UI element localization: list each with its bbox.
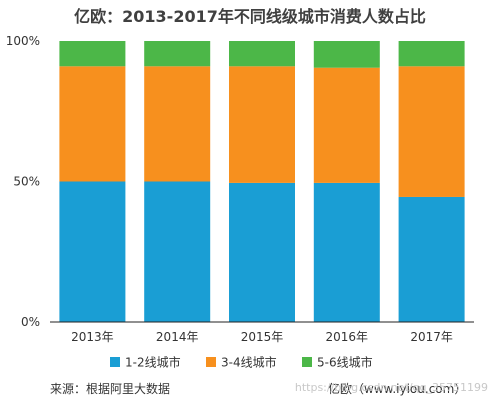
x-tick-label: 2013年 [71, 330, 114, 344]
watermark-text: https://blog.csdn.net/qq_35751199 [295, 381, 488, 394]
x-tick-label: 2017年 [410, 330, 453, 344]
bar-segment [144, 181, 211, 322]
bar-segment [59, 66, 126, 182]
y-axis-ticks: 0% 50% 100% [6, 34, 40, 329]
bar-segment [229, 66, 295, 183]
legend-swatch [302, 357, 312, 367]
bars-group [59, 41, 465, 322]
x-tick-label: 2014年 [156, 330, 199, 344]
bar-segment [229, 41, 295, 67]
bar-segment [313, 182, 380, 322]
brand-note: 亿欧（www.iyiou.com） [328, 381, 466, 396]
y-tick-label: 0% [21, 315, 40, 329]
x-axis-ticks: 2013年 2014年 2015年 2016年 2017年 [71, 330, 453, 344]
legend-label: 3-4线城市 [221, 355, 277, 370]
chart-title: 亿欧：2013-2017年不同线级城市消费人数占比 [74, 7, 426, 26]
y-tick-label: 100% [6, 34, 40, 48]
legend-swatch [110, 357, 120, 367]
legend-swatch [206, 357, 216, 367]
bar-segment [229, 182, 295, 322]
bar-segment [398, 196, 465, 322]
y-tick-label: 50% [13, 175, 40, 189]
legend-label: 5-6线城市 [317, 355, 373, 370]
source-note: 来源：根据阿里大数据 [50, 381, 170, 396]
bar-segment [59, 181, 126, 322]
legend: 1-2线城市 3-4线城市 5-6线城市 [110, 355, 373, 370]
bar-segment [144, 66, 211, 182]
legend-label: 1-2线城市 [125, 355, 181, 370]
bar-segment [313, 67, 380, 183]
bar-segment [144, 41, 211, 67]
x-tick-label: 2015年 [241, 330, 284, 344]
bar-segment [398, 66, 465, 197]
x-tick-label: 2016年 [326, 330, 369, 344]
bar-segment [59, 41, 126, 67]
bar-segment [313, 41, 380, 68]
bar-segment [398, 41, 465, 67]
